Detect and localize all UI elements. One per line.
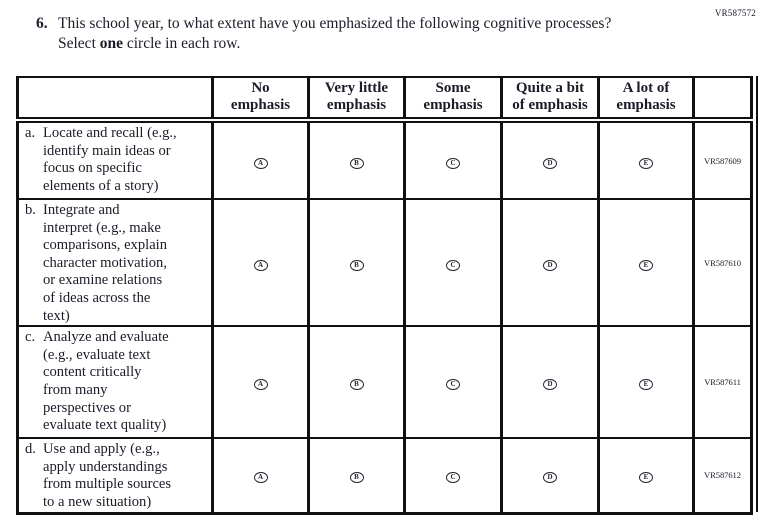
row-b-cell-no-emphasis: A (211, 197, 310, 328)
row-c-option-D-bubble[interactable]: D (543, 379, 557, 391)
page-edge-line (756, 76, 758, 512)
table-header-row: No emphasis Very little emphasis Some em… (16, 76, 753, 123)
question-text: This school year, to what extent have yo… (58, 14, 633, 54)
row-b-cell-very-little: B (307, 197, 406, 328)
row-d-cell-some: C (403, 437, 503, 515)
row-d-option-B-bubble[interactable]: B (349, 472, 364, 484)
row-d-prefix: d. (25, 441, 36, 458)
question-block: 6. This school year, to what extent have… (36, 14, 636, 54)
row-a-cell-some: C (403, 119, 503, 200)
row-c-option-A-bubble[interactable]: A (253, 379, 268, 391)
table-row-a: a. Locate and recall (e.g., identify mai… (16, 119, 753, 200)
row-a-cell-quite-a-bit: D (500, 119, 600, 200)
row-c-cell-some: C (403, 325, 503, 440)
row-b-label: Integrate and interpret (e.g., make comp… (43, 202, 168, 324)
row-b-label-cell: b. Integrate and interpret (e.g., make c… (16, 197, 214, 328)
row-a-code: VR587609 (692, 119, 753, 200)
header-some-emphasis: Some emphasis (403, 76, 503, 123)
row-c-option-B-bubble[interactable]: B (349, 379, 364, 391)
row-d-label-cell: d. Use and apply (e.g., apply understand… (16, 437, 214, 515)
row-d-option-D-bubble[interactable]: D (543, 472, 557, 484)
form-code-top-right: VR587572 (714, 8, 756, 18)
row-d-cell-quite-a-bit: D (500, 437, 600, 515)
row-c-cell-quite-a-bit: D (500, 325, 600, 440)
row-a-label-cell: a. Locate and recall (e.g., identify mai… (16, 119, 214, 200)
header-no-emphasis: No emphasis (211, 76, 310, 123)
table-row-c: c. Analyze and evaluate (e.g., evaluate … (16, 325, 753, 440)
row-b-option-C-bubble[interactable]: C (446, 259, 460, 271)
row-b-cell-quite-a-bit: D (500, 197, 600, 328)
row-c-code: VR587611 (692, 325, 753, 440)
header-code-cell (692, 76, 753, 123)
question-6-matrix-table: No emphasis Very little emphasis Some em… (16, 76, 753, 515)
row-c-cell-a-lot: E (597, 325, 695, 440)
row-c-label-cell: c. Analyze and evaluate (e.g., evaluate … (16, 325, 214, 440)
table-row-b: b. Integrate and interpret (e.g., make c… (16, 197, 753, 328)
row-c-prefix: c. (25, 329, 36, 346)
question-text-bold: one (99, 35, 123, 52)
row-a-cell-no-emphasis: A (211, 119, 310, 200)
row-b-option-B-bubble[interactable]: B (349, 259, 364, 271)
row-b-code: VR587610 (692, 197, 753, 328)
row-c-cell-no-emphasis: A (211, 325, 310, 440)
row-c-option-C-bubble[interactable]: C (446, 379, 460, 391)
row-c-option-E-bubble[interactable]: E (639, 379, 653, 391)
header-quite-a-bit-of-emphasis: Quite a bit of emphasis (500, 76, 600, 123)
row-a-cell-a-lot: E (597, 119, 695, 200)
row-b-option-E-bubble[interactable]: E (639, 259, 653, 271)
row-b-cell-a-lot: E (597, 197, 695, 328)
question-text-part1: This school year, to what extent have yo… (58, 15, 612, 52)
row-a-option-B-bubble[interactable]: B (349, 157, 364, 169)
header-a-lot-of-emphasis: A lot of emphasis (597, 76, 695, 123)
row-a-option-A-bubble[interactable]: A (253, 157, 268, 169)
row-d-option-C-bubble[interactable]: C (446, 472, 460, 484)
row-a-option-C-bubble[interactable]: C (446, 157, 460, 169)
row-a-prefix: a. (25, 125, 36, 141)
row-d-option-E-bubble[interactable]: E (639, 472, 653, 484)
table-row-d: d. Use and apply (e.g., apply understand… (16, 437, 753, 515)
row-a-label: Locate and recall (e.g., identify main i… (43, 125, 177, 194)
row-a-option-D-bubble[interactable]: D (543, 157, 557, 169)
row-b-cell-some: C (403, 197, 503, 328)
row-b-prefix: b. (25, 202, 36, 218)
row-d-option-A-bubble[interactable]: A (253, 472, 268, 484)
row-b-option-A-bubble[interactable]: A (253, 259, 268, 271)
row-d-code: VR587612 (692, 437, 753, 515)
header-very-little-emphasis: Very little emphasis (307, 76, 406, 123)
row-d-cell-no-emphasis: A (211, 437, 310, 515)
row-b-option-D-bubble[interactable]: D (543, 259, 557, 271)
row-d-cell-very-little: B (307, 437, 406, 515)
header-blank-cell (16, 76, 214, 123)
row-d-cell-a-lot: E (597, 437, 695, 515)
question-number: 6. (36, 15, 48, 32)
row-a-option-E-bubble[interactable]: E (639, 157, 653, 169)
row-c-label: Analyze and evaluate (e.g., evaluate tex… (43, 329, 169, 434)
row-d-label: Use and apply (e.g., apply understanding… (43, 441, 172, 510)
row-c-cell-very-little: B (307, 325, 406, 440)
row-a-cell-very-little: B (307, 119, 406, 200)
question-text-part2: circle in each row. (123, 35, 241, 52)
